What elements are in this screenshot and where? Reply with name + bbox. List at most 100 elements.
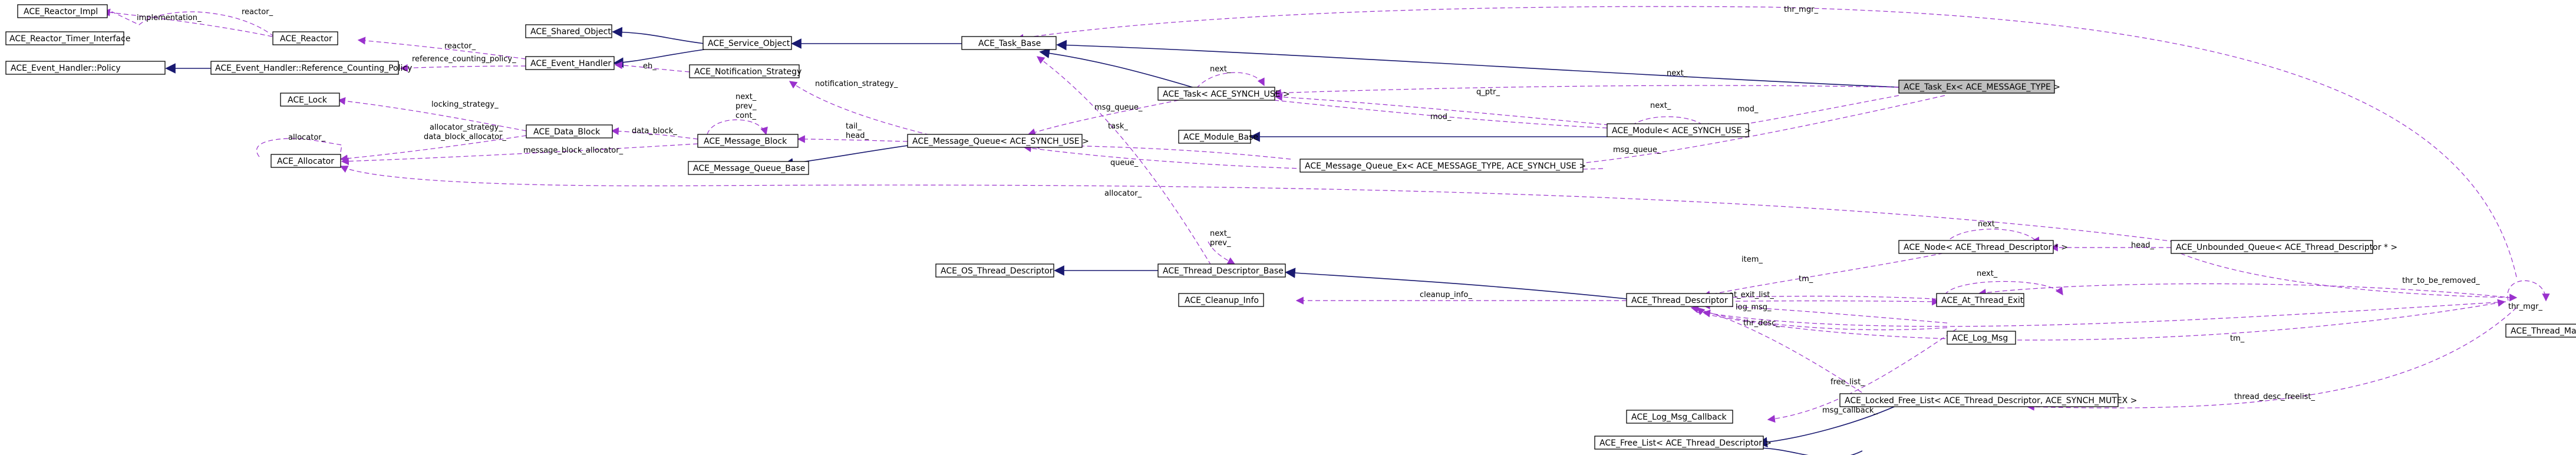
node-task-base[interactable]: ACE_Task_Base <box>961 36 1057 50</box>
node-node-thread-descriptor[interactable]: ACE_Node< ACE_Thread_Descriptor * > <box>1898 240 2068 254</box>
edge-label-implementation: implementation_ <box>137 14 202 22</box>
node-label: ACE_Reactor <box>280 34 332 44</box>
edge-label-allocator-long: allocator_ <box>1104 189 1142 198</box>
node-log-msg-callback[interactable]: ACE_Log_Msg_Callback <box>1626 410 1733 424</box>
edge-label-notification-strategy: notification_strategy_ <box>815 80 898 88</box>
edge-task-next-self <box>1196 72 1265 89</box>
edge-descriptor-to-tdb <box>1285 268 1627 299</box>
edge-label-data-block: data_block_ <box>632 127 677 136</box>
edge-log-msg-callback <box>1767 328 1957 423</box>
node-log-msg[interactable]: ACE_Log_Msg <box>1947 331 2016 345</box>
node-unbounded-queue[interactable]: ACE_Unbounded_Queue< ACE_Thread_Descript… <box>2171 240 2397 254</box>
node-notification-strategy[interactable]: ACE_Notification_Strategy <box>689 64 802 78</box>
edge-node-next-self <box>1944 229 2040 246</box>
node-label: ACE_Module< ACE_SYNCH_USE > <box>1612 126 1751 136</box>
edge-label-next-node: next_ <box>1978 220 1999 229</box>
node-service-object[interactable]: ACE_Service_Object <box>702 36 792 50</box>
edge-log-msg-thr-desc <box>1697 307 1948 331</box>
node-reactor[interactable]: ACE_Reactor <box>272 31 338 45</box>
edge-reactor-self <box>105 11 275 37</box>
node-label: ACE_Event_Handler::Policy <box>11 64 121 73</box>
node-event-handler-ref-policy[interactable]: ACE_Event_Handler::Reference_Counting_Po… <box>210 61 412 75</box>
edge-label-head: head_ <box>2131 241 2154 250</box>
node-label: ACE_Cleanup_Info <box>1185 296 1259 305</box>
edge-label-allocator-self: allocator_ <box>288 133 326 142</box>
edge-label-cleanup-info: cleanup_info_ <box>1420 291 1472 299</box>
edge-label-q-ptr: q_ptr_ <box>1476 88 1500 97</box>
node-label: ACE_Reactor_Impl <box>24 7 98 17</box>
node-message-queue-base[interactable]: ACE_Message_Queue_Base <box>688 161 809 175</box>
node-message-queue[interactable]: ACE_Message_Queue< ACE_SYNCH_USE > <box>907 134 1089 148</box>
node-module-base[interactable]: ACE_Module_Base <box>1178 130 1258 144</box>
node-thread-descriptor[interactable]: ACE_Thread_Descriptor <box>1626 293 1733 307</box>
node-task-ex[interactable]: ACE_Task_Ex< ACE_MESSAGE_TYPE > <box>1898 80 2060 94</box>
node-label: ACE_Thread_Descriptor_Base <box>1163 266 1284 276</box>
node-os-thread-descriptor[interactable]: ACE_OS_Thread_Descriptor <box>935 263 1054 278</box>
node-free-list[interactable]: ACE_Free_List< ACE_Thread_Descriptor > <box>1594 436 1772 450</box>
edge-task-ex-msg-queue <box>1574 95 1945 167</box>
edge-label-head: head_ <box>846 131 869 140</box>
node-thread-descriptor-base[interactable]: ACE_Thread_Descriptor_Base <box>1157 263 1286 278</box>
node-label: ACE_Notification_Strategy <box>694 67 802 77</box>
edge-label-reactor-self: reactor_ <box>242 8 273 17</box>
node-allocator[interactable]: ACE_Allocator <box>271 154 341 168</box>
node-reactor-timer-interface[interactable]: ACE_Reactor_Timer_Interface <box>5 31 130 45</box>
edge-label-tm: tm_ <box>1799 275 1813 283</box>
node-reactor-impl[interactable]: ACE_Reactor_Impl <box>17 4 108 18</box>
node-module[interactable]: ACE_Module< ACE_SYNCH_USE > <box>1607 123 1751 137</box>
edge-labels: implementation_ reactor_ reactor_ refere… <box>137 5 2542 415</box>
node-label: ACE_Module_Base <box>1183 133 1258 142</box>
edge-label-thr-mgr-self: thr_mgr_ <box>2508 302 2542 311</box>
node-label: ACE_Free_List< ACE_Thread_Descriptor > <box>1599 438 1772 448</box>
edge-label-ref-policy: reference_counting_policy_ <box>412 55 516 64</box>
edge-task-mod <box>1274 100 1621 133</box>
edge-label-thr-mgr-top: thr_mgr_ <box>1784 5 1818 14</box>
edge-task-msg-queue <box>1027 100 1179 136</box>
node-label: ACE_Message_Block <box>704 137 787 146</box>
node-message-queue-ex[interactable]: ACE_Message_Queue_Ex< ACE_MESSAGE_TYPE, … <box>1299 159 1586 173</box>
node-label: ACE_Event_Handler::Reference_Counting_Po… <box>215 64 412 73</box>
edge-locked-free-list-to-free-list-arrow <box>1757 402 1904 448</box>
node-label: ACE_Shared_Object <box>530 27 611 37</box>
node-label: ACE_At_Thread_Exit <box>1941 296 2024 305</box>
edge-reactor-implementation <box>102 8 273 37</box>
node-event-handler-policy[interactable]: ACE_Event_Handler::Policy <box>5 61 166 75</box>
edge-event-handler-reactor <box>357 37 526 60</box>
node-data-block[interactable]: ACE_Data_Block <box>526 124 613 139</box>
edge-label-log-msg: log_msg_ <box>1736 303 1772 312</box>
edge-label-tdb-next: next_ <box>1210 229 1231 238</box>
edge-label-thr-desc: thr_desc_ <box>1743 319 1780 328</box>
node-cleanup-info[interactable]: ACE_Cleanup_Info <box>1178 293 1264 307</box>
edge-thread-manager-thr-mgr <box>1015 6 2517 278</box>
edge-at-exit-td <box>1697 298 1940 306</box>
node-event-handler[interactable]: ACE_Event_Handler <box>525 56 615 70</box>
edge-label-eh: eh_ <box>643 62 657 71</box>
edge-label-locking-strategy: locking_strategy_ <box>431 100 499 109</box>
edge-notification-eh <box>614 61 690 72</box>
node-message-block[interactable]: ACE_Message_Block <box>697 134 799 148</box>
node-label: ACE_Lock <box>288 95 328 105</box>
node-thread-manager[interactable]: ACE_Thread_Manager <box>2505 324 2576 338</box>
node-lock[interactable]: ACE_Lock <box>280 93 340 107</box>
edge-label-next-task-ex: next_ <box>1667 69 1688 78</box>
node-task[interactable]: ACE_Task< ACE_SYNCH_USE > <box>1157 87 1290 101</box>
node-at-thread-exit[interactable]: ACE_At_Thread_Exit <box>1936 293 2024 307</box>
node-label: ACE_Reactor_Timer_Interface <box>9 34 130 44</box>
node-label: ACE_Unbounded_Queue< ACE_Thread_Descript… <box>2176 243 2397 252</box>
edge-label-allocator-strategy: allocator_strategy_ <box>430 123 503 132</box>
edge-mq-tail-head <box>797 135 908 143</box>
node-locked-free-list[interactable]: ACE_Locked_Free_List< ACE_Thread_Descrip… <box>1839 393 2137 407</box>
node-label: ACE_OS_Thread_Descriptor <box>941 266 1053 276</box>
edge-label-data-block-allocator: data_block_allocator_ <box>424 133 506 141</box>
edge-unbounded-queue-allocator <box>339 166 2175 242</box>
edge-message-block-allocator <box>341 143 698 166</box>
edge-label-cont: cont_ <box>735 111 756 120</box>
node-label: ACE_Message_Queue< ACE_SYNCH_USE > <box>912 137 1089 146</box>
node-shared-object[interactable]: ACE_Shared_Object <box>525 24 612 38</box>
node-label: ACE_Thread_Descriptor <box>1631 296 1728 305</box>
node-label: ACE_Event_Handler <box>530 59 611 68</box>
node-label: ACE_Message_Queue_Base <box>693 164 805 173</box>
edge-label-queue: queue_ <box>1110 159 1139 167</box>
node-label: ACE_Allocator <box>277 157 334 166</box>
